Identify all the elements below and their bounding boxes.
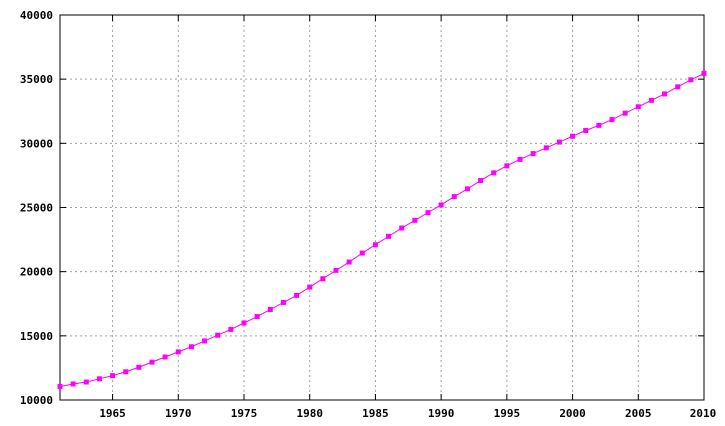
x-tick-label: 1970 — [165, 407, 192, 420]
data-point — [399, 225, 405, 231]
data-point — [635, 104, 641, 110]
data-point — [320, 276, 326, 282]
data-point — [662, 91, 668, 97]
data-point — [464, 186, 470, 192]
data-point — [609, 117, 615, 123]
data-point — [504, 163, 510, 169]
x-tick-label: 1985 — [362, 407, 389, 420]
data-point — [110, 373, 116, 379]
data-point — [346, 259, 352, 265]
data-point — [202, 338, 208, 344]
data-point — [70, 381, 76, 387]
y-axis-tick-labels: 10000 15000 20000 25000 30000 35000 40000 — [20, 9, 53, 407]
y-tick-label: 35000 — [20, 73, 53, 86]
x-tick-label: 2005 — [625, 407, 652, 420]
data-point — [412, 217, 418, 223]
data-point — [648, 97, 654, 103]
data-point — [478, 178, 484, 184]
data-point — [583, 128, 589, 133]
data-point — [556, 139, 562, 145]
data-point — [188, 344, 194, 350]
data-point — [530, 151, 536, 157]
x-tick-label: 1965 — [99, 407, 126, 420]
data-point — [149, 359, 155, 365]
data-point — [438, 202, 444, 208]
data-point — [267, 307, 273, 313]
plot-frame — [59, 14, 705, 401]
data-point — [280, 299, 286, 305]
data-point — [215, 332, 221, 338]
y-tick-label: 25000 — [20, 202, 53, 215]
data-point — [688, 77, 694, 83]
data-point — [175, 349, 181, 355]
x-tick-label: 1995 — [494, 407, 521, 420]
data-point — [294, 292, 300, 298]
data-point — [517, 156, 523, 162]
series-layer — [57, 70, 707, 390]
data-point — [543, 145, 549, 151]
data-point — [254, 314, 260, 320]
data-point — [307, 284, 313, 290]
y-tick-label: 20000 — [20, 266, 53, 279]
y-tick-label: 10000 — [20, 394, 53, 407]
data-point — [96, 376, 102, 382]
data-point — [675, 84, 681, 90]
data-point — [425, 210, 431, 216]
data-point — [228, 326, 234, 332]
y-tick-label: 40000 — [20, 9, 53, 22]
data-point — [241, 320, 247, 326]
x-tick-label: 1975 — [231, 407, 258, 420]
data-point — [123, 369, 129, 375]
x-tick-label: 1980 — [296, 407, 323, 420]
x-tick-label: 1990 — [428, 407, 455, 420]
x-axis-tick-labels: 1965 1970 1975 1980 1985 1990 1995 2000 2005 2010 — [99, 407, 716, 420]
x-tick-label: 2000 — [559, 407, 586, 420]
grid-lines — [60, 15, 704, 400]
data-point — [596, 122, 602, 128]
data-point — [57, 384, 63, 390]
data-point — [701, 70, 707, 76]
data-point — [136, 364, 142, 370]
y-tick-label: 15000 — [20, 330, 53, 343]
data-point — [386, 233, 392, 239]
data-point — [491, 170, 497, 176]
data-point — [570, 133, 576, 139]
x-tick-label: 2010 — [690, 407, 717, 420]
data-point — [451, 194, 457, 200]
data-point — [333, 267, 339, 273]
data-point — [622, 110, 628, 116]
data-point — [162, 354, 168, 360]
series-line — [59, 72, 705, 388]
y-tick-label: 30000 — [20, 137, 53, 150]
data-point — [359, 250, 365, 256]
data-point — [83, 379, 89, 385]
data-point — [372, 242, 378, 248]
